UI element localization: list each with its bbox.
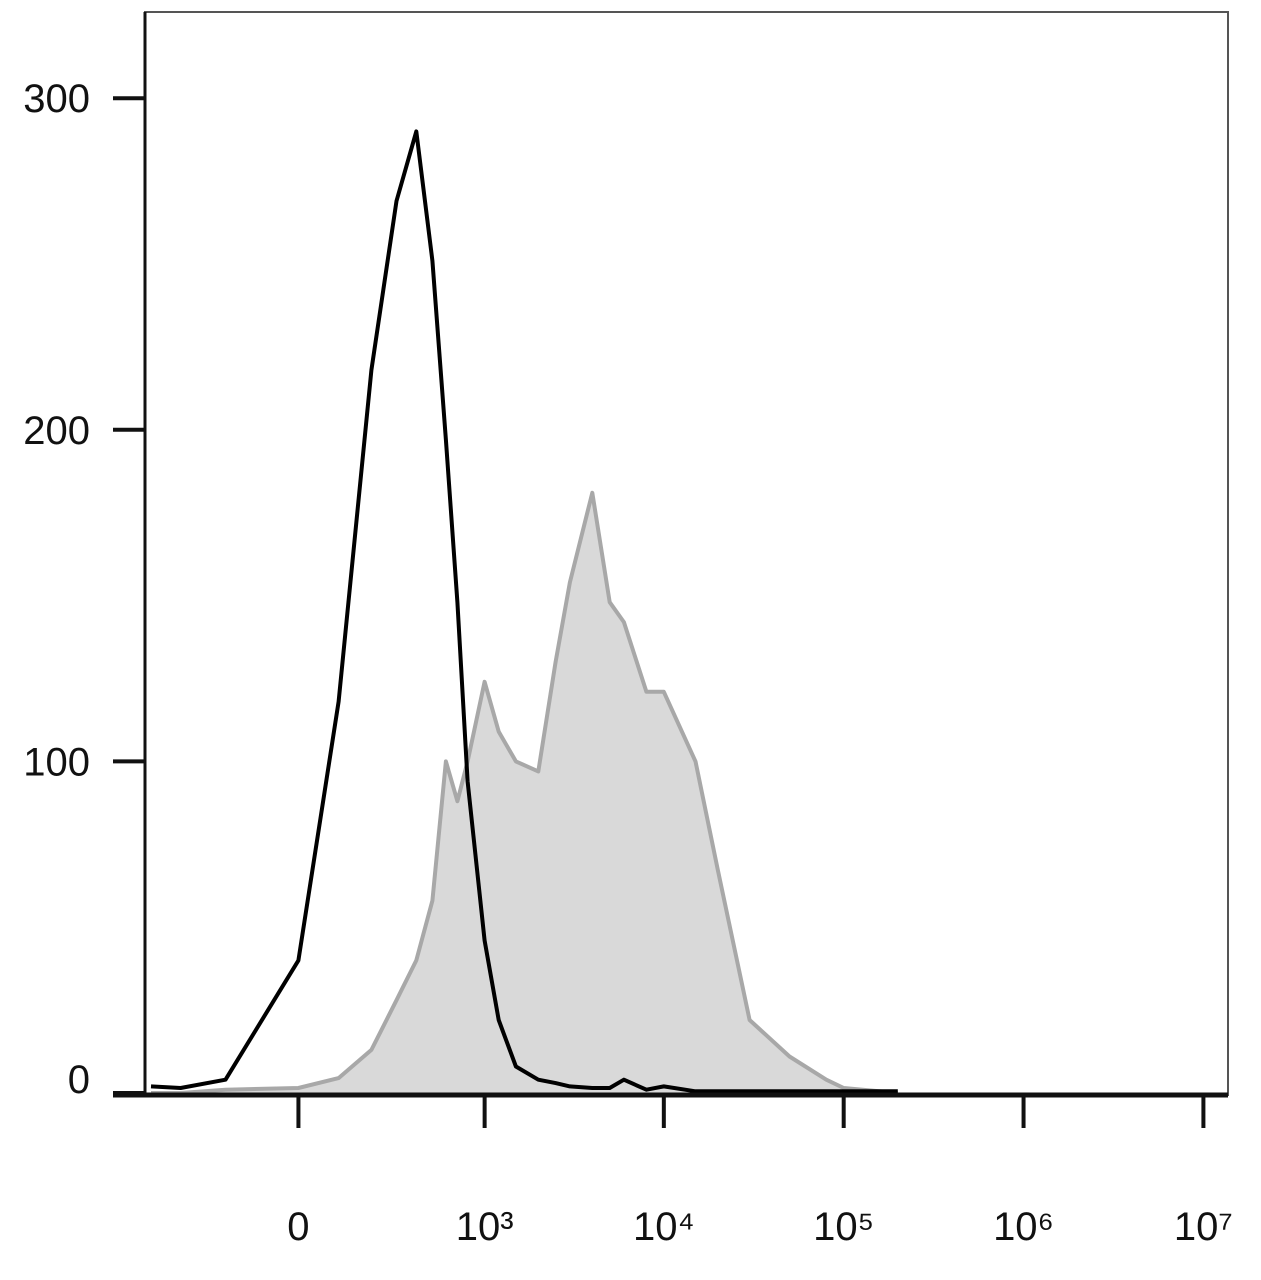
x-tick-label: 10⁶	[993, 1205, 1054, 1249]
y-tick-label: 300	[23, 77, 90, 121]
area-fill	[151, 492, 898, 1093]
y-tick-label: 100	[23, 740, 90, 784]
histogram-line	[150, 129, 898, 1094]
x-tick-label: 10³	[456, 1205, 514, 1249]
y-tick-label: 0	[68, 1058, 90, 1102]
x-tick-label: 0	[287, 1205, 309, 1249]
histogram-line	[151, 490, 898, 1095]
x-tick-label: 10⁵	[813, 1205, 874, 1249]
x-tick-label: 10⁴	[633, 1205, 695, 1249]
y-tick-label: 200	[23, 409, 90, 453]
x-tick-label: 10⁷	[1174, 1205, 1233, 1249]
